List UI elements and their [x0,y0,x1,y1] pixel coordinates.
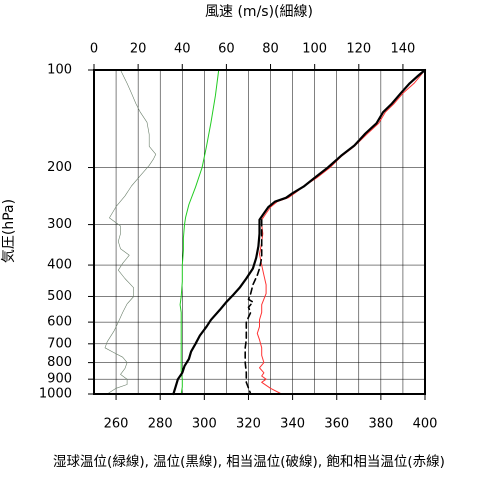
top-tick-label: 120 [346,42,371,57]
series-layer [104,68,427,396]
left-axis-title: 気圧(hPa) [1,199,17,263]
left-tick-label: 300 [47,217,72,232]
left-tick-label: 100 [47,63,72,78]
grid [94,70,425,394]
left-tick-label: 800 [47,355,72,370]
top-tick-label: 20 [130,42,147,57]
bottom-tick-label: 320 [236,417,261,432]
bottom-axis-title: 湿球温位(緑線), 温位(黒線), 相当温位(破線), 飽和相当温位(赤線) [53,454,445,470]
series-line-wet-bulb-theta [179,69,220,395]
top-tick-label: 40 [174,42,191,57]
top-tick-label: 100 [302,42,327,57]
top-tick-label: 80 [262,42,279,57]
left-tick-label: 400 [47,258,72,273]
top-tick-label: 140 [391,42,416,57]
plot-frame [93,69,426,395]
bottom-tick-label: 400 [413,417,438,432]
series-line-wind-speed [104,69,157,395]
left-tick-label: 1000 [39,387,72,402]
top-tick-label: 60 [218,42,235,57]
bottom-tick-label: 260 [104,417,129,432]
series-line-equivalent-theta [244,219,263,395]
bottom-tick-label: 380 [368,417,393,432]
left-tick-label: 500 [47,289,72,304]
series-line-theta [172,68,427,396]
bottom-tick-label: 360 [324,417,349,432]
ticks [88,64,426,400]
left-tick-label: 200 [47,160,72,175]
tick-labels: 0 20 40 60 80 100 120 140 260 280 300 320 340 360 380 4… [39,42,438,432]
left-tick-label: 700 [47,336,72,351]
series-line-saturated-equivalent-theta [256,69,426,395]
bottom-tick-label: 340 [280,417,305,432]
bottom-tick-label: 300 [192,417,217,432]
top-axis-title: 風速 (m/s)(細線) [205,4,313,20]
left-tick-label: 600 [47,315,72,330]
bottom-tick-label: 280 [148,417,173,432]
left-tick-label: 900 [47,372,72,387]
top-tick-label: 0 [90,42,98,57]
